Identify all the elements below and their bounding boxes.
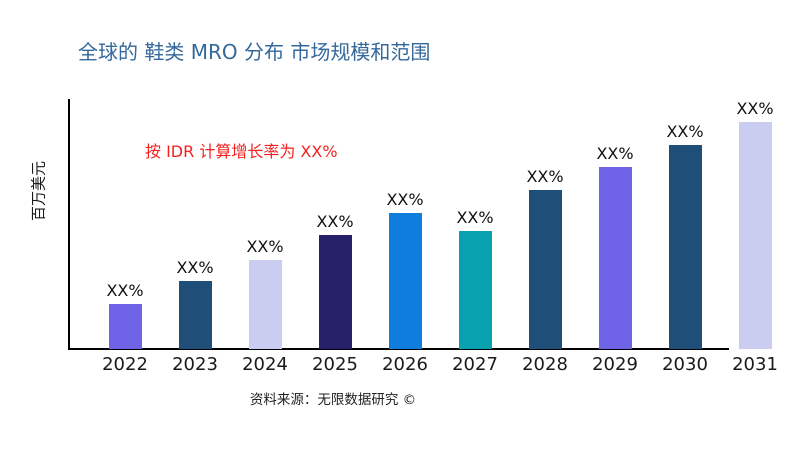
bar-label-2027: XX% [456, 208, 494, 227]
bar-label-2029: XX% [596, 144, 634, 163]
bar-2023 [178, 281, 212, 349]
x-tick-2029: 2029 [592, 354, 638, 375]
bar-2025 [318, 235, 352, 349]
bar-2028 [528, 190, 562, 349]
bar-label-2028: XX% [526, 167, 564, 186]
bar-2029 [598, 167, 632, 349]
bar-2022 [108, 304, 142, 349]
bar-label-2023: XX% [176, 258, 214, 277]
growth-rate-annotation: 按 IDR 计算增长率为 XX% [145, 142, 338, 161]
bar-label-2024: XX% [246, 237, 284, 256]
bar-label-2022: XX% [106, 281, 144, 300]
x-tick-2026: 2026 [382, 354, 428, 375]
bar-label-2031: XX% [736, 99, 774, 118]
bar-2031 [738, 122, 772, 349]
bar-label-2025: XX% [316, 212, 354, 231]
source-caption: 资料来源：无限数据研究 © [249, 392, 417, 408]
bar-label-2026: XX% [386, 190, 424, 209]
bar-2026 [388, 213, 422, 349]
x-tick-2030: 2030 [662, 354, 708, 375]
x-tick-2025: 2025 [312, 354, 358, 375]
bar-2024 [248, 260, 282, 349]
x-axis-line [68, 348, 729, 350]
bar-label-2030: XX% [666, 122, 704, 141]
y-axis-label: 百万美元 [29, 160, 48, 222]
y-axis-line [68, 99, 70, 350]
x-tick-2022: 2022 [102, 354, 148, 375]
x-tick-2028: 2028 [522, 354, 568, 375]
x-tick-2031: 2031 [732, 354, 778, 375]
chart-title: 全球的 鞋类 MRO 分布 市场规模和范围 [78, 40, 431, 64]
x-tick-2024: 2024 [242, 354, 288, 375]
bar-2030 [668, 145, 702, 349]
x-tick-2023: 2023 [172, 354, 218, 375]
bar-2027 [458, 231, 492, 349]
x-tick-2027: 2027 [452, 354, 498, 375]
